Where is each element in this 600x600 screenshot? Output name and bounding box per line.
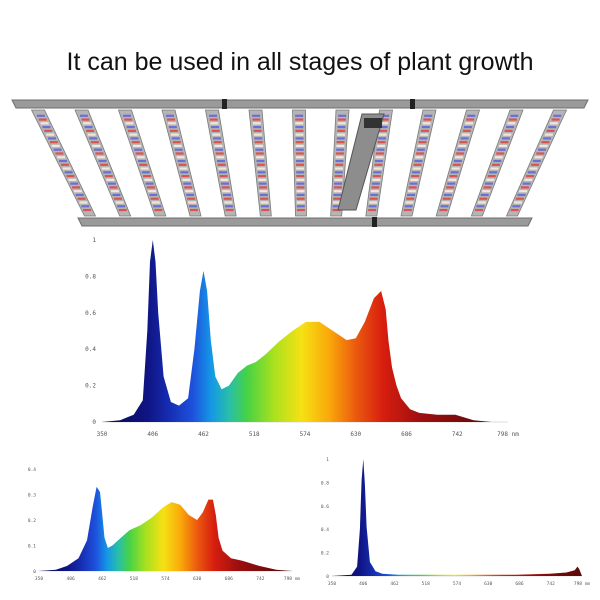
driver-label xyxy=(364,118,382,128)
x-tick-label: 798 nm xyxy=(284,576,300,582)
x-tick-label: 798 nm xyxy=(497,431,519,438)
rail-clip xyxy=(222,99,227,109)
led-bar xyxy=(400,109,437,217)
rail-clip xyxy=(372,217,377,227)
x-tick-label: 462 xyxy=(98,576,106,582)
x-tick-label: 574 xyxy=(161,576,169,582)
x-tick-label: 630 xyxy=(193,576,201,582)
y-tick-label: 0.4 xyxy=(321,527,329,533)
x-tick-label: 518 xyxy=(249,431,260,438)
x-tick-label: 630 xyxy=(484,581,492,587)
top-rail xyxy=(11,99,589,109)
spectrum-area xyxy=(332,459,582,576)
x-tick-label: 574 xyxy=(453,581,461,587)
led-bar xyxy=(330,109,350,217)
spectrum-area xyxy=(39,486,292,571)
x-tick-label: 518 xyxy=(130,576,138,582)
chart-vegetative-spectrum: 0 0.1 0.2 0.3 0.4 350 406 462 518 574 630 686 742 798… xyxy=(25,455,300,585)
y-tick-label: 0.2 xyxy=(28,518,36,524)
y-tick-label: 0.6 xyxy=(85,310,96,317)
y-tick-label: 0.3 xyxy=(28,493,36,499)
y-tick-label: 1 xyxy=(326,457,329,463)
chart-full-spectrum: 0 0.2 0.4 0.6 0.8 1 350 406 462 518 574 630 686 742 79… xyxy=(70,230,520,448)
led-bar xyxy=(161,109,202,217)
x-tick-label: 686 xyxy=(515,581,523,587)
x-tick-label: 742 xyxy=(547,581,555,587)
x-tick-label: 462 xyxy=(390,581,398,587)
led-bar xyxy=(365,109,393,217)
x-tick-label: 350 xyxy=(35,576,43,582)
y-tick-label: 0.6 xyxy=(321,504,329,510)
y-tick-label: 0.4 xyxy=(28,467,36,473)
chart-blue-spectrum: 0 0.2 0.4 0.6 0.8 1 350 406 462 518 574 630 686 742 79… xyxy=(310,453,590,588)
x-tick-label: 406 xyxy=(67,576,75,582)
x-tick-label: 406 xyxy=(147,431,158,438)
x-tick-label: 742 xyxy=(256,576,264,582)
driver-box xyxy=(337,113,385,211)
x-tick-label: 630 xyxy=(350,431,361,438)
bottom-rail xyxy=(77,217,533,227)
x-tick-label: 742 xyxy=(452,431,463,438)
x-tick-label: 686 xyxy=(225,576,233,582)
page-headline: It can be used in all stages of plant gr… xyxy=(66,48,534,76)
x-tick-label: 350 xyxy=(328,581,336,587)
led-bar xyxy=(435,109,481,217)
y-tick-label: 0.8 xyxy=(321,480,329,486)
x-tick-label: 462 xyxy=(198,431,209,438)
led-bar xyxy=(74,109,132,217)
led-bar xyxy=(292,109,307,217)
led-bar xyxy=(505,109,568,217)
x-tick-label: 518 xyxy=(422,581,430,587)
spectrum-area xyxy=(102,240,508,422)
y-tick-label: 1 xyxy=(92,237,96,244)
x-tick-label: 406 xyxy=(359,581,367,587)
y-tick-label: 0.2 xyxy=(321,551,329,557)
rail-clip xyxy=(410,99,415,109)
y-tick-label: 0 xyxy=(33,569,36,575)
led-bar xyxy=(117,109,167,217)
y-tick-label: 0.1 xyxy=(28,544,36,550)
x-tick-label: 574 xyxy=(300,431,311,438)
x-tick-label: 798 nm xyxy=(574,581,590,587)
y-tick-label: 0 xyxy=(92,419,96,426)
x-tick-label: 686 xyxy=(401,431,412,438)
y-tick-label: 0.4 xyxy=(85,346,96,353)
led-grow-light-fixture xyxy=(0,92,600,237)
y-tick-label: 0.2 xyxy=(85,383,96,390)
led-bar xyxy=(30,109,97,217)
led-bar xyxy=(248,109,272,217)
led-bar xyxy=(470,109,524,217)
led-bar xyxy=(205,109,237,217)
y-tick-label: 0 xyxy=(326,574,329,580)
y-tick-label: 0.8 xyxy=(85,273,96,280)
x-tick-label: 350 xyxy=(97,431,108,438)
